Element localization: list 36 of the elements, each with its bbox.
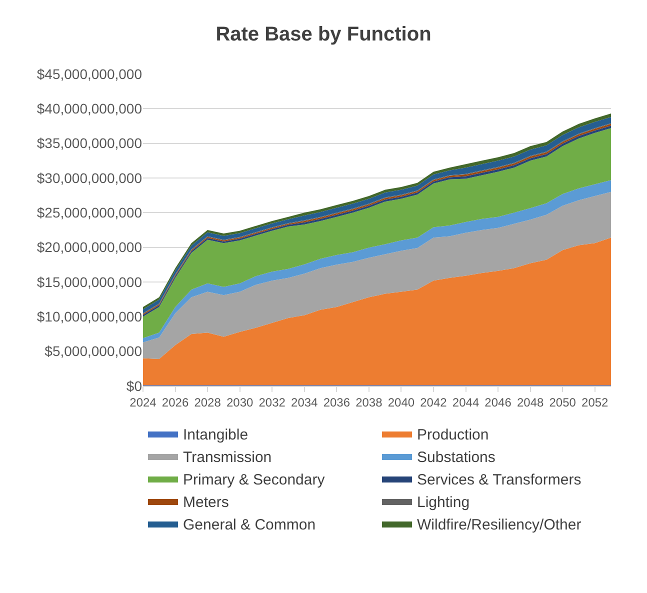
y-tick-label: $15,000,000,000 bbox=[36, 274, 142, 290]
x-tick-label: 2048 bbox=[516, 395, 544, 410]
chart-title: Rate Base by Function bbox=[216, 24, 432, 46]
legend-label: Wildfire/Resiliency/Other bbox=[417, 516, 582, 534]
legend-label: General & Common bbox=[183, 516, 316, 534]
x-tick-label: 2046 bbox=[484, 395, 512, 410]
x-tick-label: 2036 bbox=[323, 395, 350, 410]
x-tick-label: 2028 bbox=[194, 395, 222, 410]
x-tick-label: 2034 bbox=[291, 395, 318, 410]
legend-label: Services & Transformers bbox=[417, 471, 582, 488]
legend-label: Production bbox=[417, 426, 489, 444]
y-tick-label: $40,000,000,000 bbox=[36, 100, 142, 117]
y-tick-label: $10,000,000,000 bbox=[36, 308, 142, 325]
legend-label: Substations bbox=[417, 448, 496, 466]
x-tick-label: 2024 bbox=[130, 395, 157, 410]
x-tick-label: 2026 bbox=[162, 395, 189, 410]
y-tick-label: $20,000,000,000 bbox=[36, 239, 142, 256]
legend-label: Lighting bbox=[417, 494, 470, 511]
x-tick-label: 2050 bbox=[549, 395, 576, 410]
x-tick-label: 2030 bbox=[226, 395, 254, 410]
x-tick-label: 2052 bbox=[582, 395, 609, 410]
x-tick-label: 2040 bbox=[388, 395, 415, 410]
y-tick-label: $30,000,000,000 bbox=[36, 170, 142, 186]
legend-label: Meters bbox=[183, 494, 229, 511]
legend-label: Intangible bbox=[183, 426, 248, 444]
legend-label: Transmission bbox=[183, 448, 272, 466]
y-tick-label: $35,000,000,000 bbox=[36, 135, 142, 152]
x-tick-label: 2038 bbox=[356, 395, 383, 410]
legend-label: Primary & Secondary bbox=[183, 471, 326, 488]
y-tick-label: $25,000,000,000 bbox=[36, 204, 142, 221]
y-tick-label: $45,000,000,000 bbox=[36, 66, 142, 82]
x-tick-label: 2042 bbox=[420, 395, 448, 410]
x-tick-label: 2044 bbox=[452, 395, 480, 410]
x-tick-label: 2032 bbox=[258, 395, 286, 410]
y-tick-label: $5,000,000,000 bbox=[44, 343, 142, 360]
y-tick-label: $0 bbox=[126, 378, 142, 394]
